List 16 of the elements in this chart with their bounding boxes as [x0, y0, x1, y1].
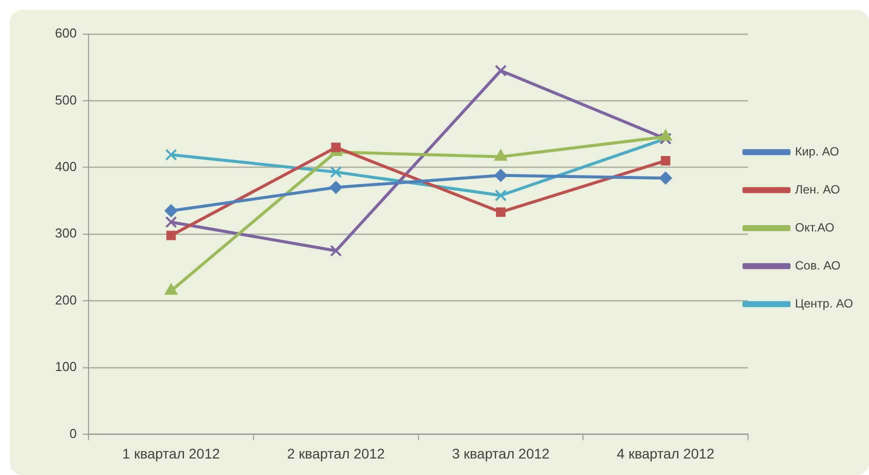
x-tick-label: 4 квартал 2012: [616, 445, 715, 462]
y-tick-label: 600: [54, 26, 77, 41]
y-tick-label: 200: [54, 292, 77, 308]
y-tick-label: 300: [54, 226, 77, 241]
legend-label: Сов. АО: [795, 258, 840, 272]
y-tick-label: 100: [54, 359, 77, 374]
y-tick-label: 500: [54, 92, 77, 108]
legend-label: Центр. АО: [795, 296, 854, 310]
legend-label: Лен. АО: [795, 182, 840, 196]
x-tick-label: 3 квартал 2012: [452, 445, 550, 462]
y-tick-label: 400: [54, 158, 77, 174]
legend-label: Кир. АО: [795, 144, 840, 158]
x-tick-label: 2 квартал 2012: [287, 445, 385, 462]
x-tick-label: 1 квартал 2012: [122, 445, 220, 462]
legend-label: Окт.АО: [795, 220, 834, 234]
y-tick-label: 0: [69, 426, 77, 441]
